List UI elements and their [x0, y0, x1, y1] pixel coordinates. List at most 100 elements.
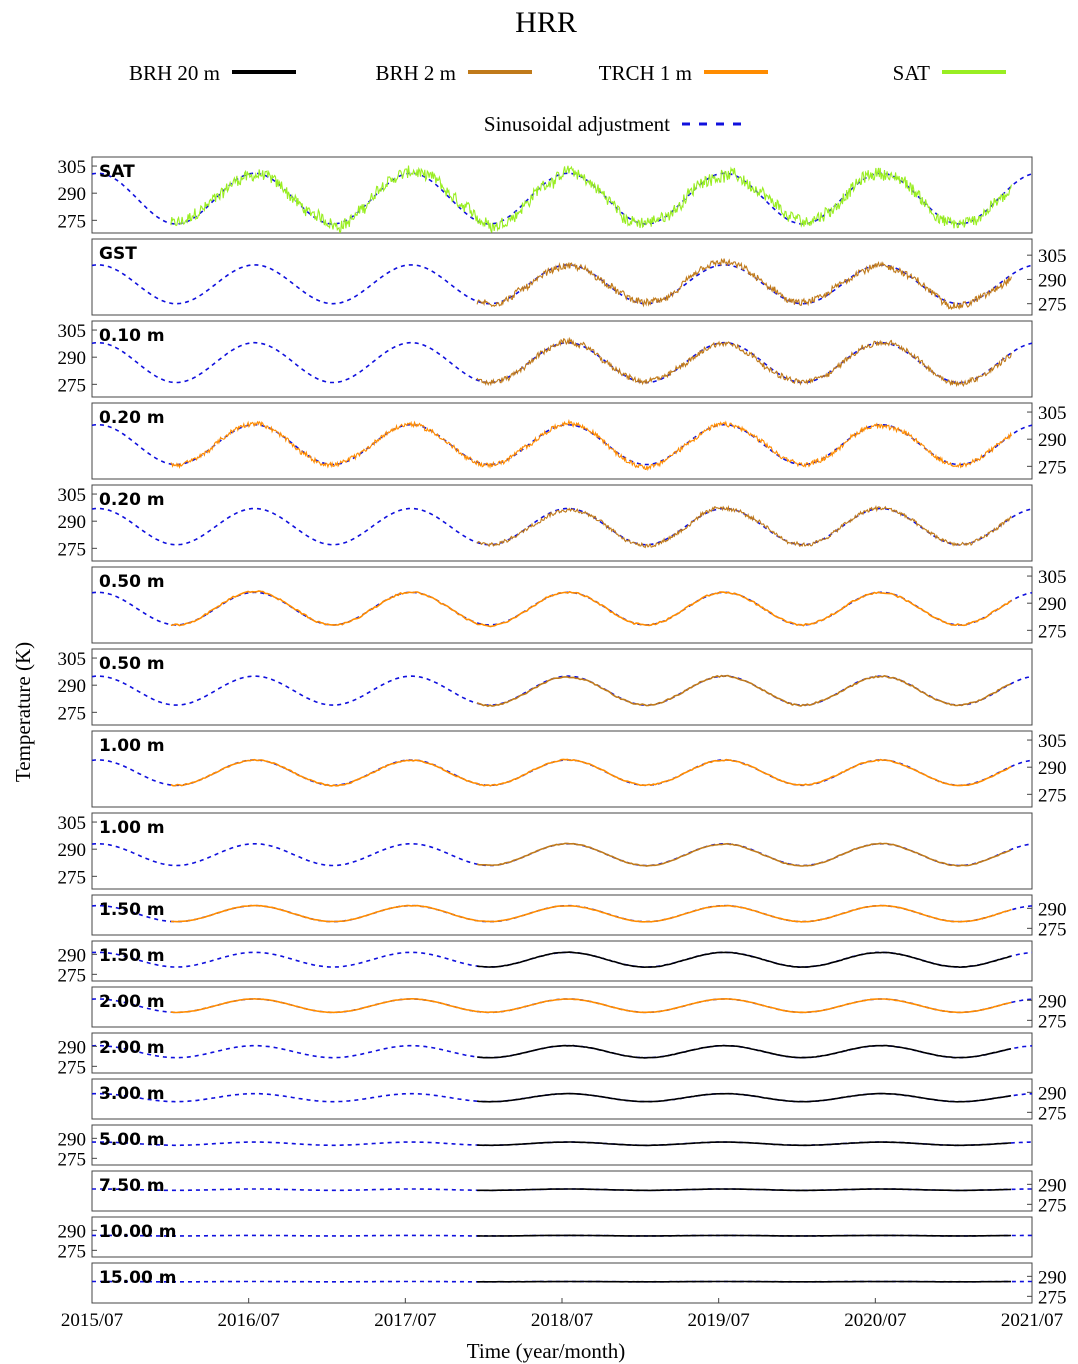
panel-label: 1.50 m [99, 946, 165, 966]
y-tick-label: 290 [58, 184, 87, 205]
panel-frame [91, 1078, 1033, 1120]
panel-label: SAT [99, 162, 135, 182]
series-line [477, 951, 1012, 969]
panel-frame [91, 812, 1033, 890]
y-tick-label: 275 [1038, 1195, 1067, 1216]
panel-label: 5.00 m [99, 1130, 165, 1150]
y-tick-label: 275 [58, 211, 87, 232]
y-tick-label: 290 [1038, 991, 1067, 1012]
y-tick-label: 275 [1038, 621, 1067, 642]
panel-7: 0.50 m 275 290 305 [58, 648, 1033, 726]
panel-label: 2.00 m [99, 1038, 165, 1058]
y-tick-label: 305 [58, 649, 87, 670]
panel-label: 15.00 m [99, 1268, 176, 1288]
x-tick-label: 2020/07 [844, 1310, 906, 1331]
y-tick-label: 305 [58, 813, 87, 834]
y-tick-label: 290 [1038, 270, 1067, 291]
series-line [170, 758, 1012, 787]
y-axis-label: Temperature (K) [11, 642, 35, 782]
legend: BRH 20 m BRH 2 m TRCH 1 m SAT Sinusoidal… [129, 61, 1006, 136]
panel-label: 0.20 m [99, 408, 165, 428]
panel-label: 2.00 m [99, 992, 165, 1012]
panel-frame [91, 566, 1033, 644]
y-tick-label: 305 [1038, 246, 1067, 267]
legend-label-trch1: TRCH 1 m [599, 61, 692, 85]
y-tick-label: 290 [1038, 1267, 1067, 1288]
y-tick-label: 275 [58, 1149, 87, 1170]
series-line [476, 1044, 1012, 1059]
panel-label: 0.20 m [99, 490, 165, 510]
sinusoidal-line [92, 341, 1032, 384]
y-tick-label: 275 [1038, 457, 1067, 478]
y-tick-label: 305 [58, 321, 87, 342]
x-axis-label: Time (year/month) [467, 1339, 625, 1363]
y-tick-label: 290 [58, 840, 87, 861]
y-tick-label: 290 [1038, 899, 1067, 920]
y-tick-label: 275 [1038, 919, 1067, 940]
y-tick-label: 290 [1038, 1083, 1067, 1104]
panel-label: 1.00 m [99, 736, 165, 756]
y-tick-label: 275 [58, 703, 87, 724]
x-axis: 2015/07 2016/07 2017/07 2018/07 2019/07 2020/… [61, 1298, 1063, 1331]
legend-label-brh20: BRH 20 m [129, 61, 220, 85]
panel-label: 0.50 m [99, 572, 165, 592]
panel-frame [91, 648, 1033, 726]
panel-8: 1.00 m 275 290 305 [91, 730, 1067, 808]
x-tick-label: 2018/07 [531, 1310, 593, 1331]
series-line [476, 674, 1012, 708]
y-tick-label: 275 [1038, 1103, 1067, 1124]
y-tick-label: 290 [58, 945, 87, 966]
panel-frame [91, 484, 1033, 562]
panel-frame [91, 1124, 1033, 1166]
panel-3: 0.10 m 275 290 305 [58, 320, 1033, 398]
x-tick-label: 2016/07 [218, 1310, 280, 1331]
y-tick-label: 290 [58, 1129, 87, 1150]
panel-frame [91, 1216, 1033, 1258]
y-tick-label: 275 [1038, 1287, 1067, 1308]
panel-label: 0.10 m [99, 326, 165, 346]
series-line [170, 165, 1012, 233]
panel-6: 0.50 m 275 290 305 [91, 566, 1067, 644]
panel-label: 10.00 m [99, 1222, 176, 1242]
panel-4: 0.20 m 275 290 305 [91, 402, 1067, 480]
y-tick-label: 290 [1038, 1175, 1067, 1196]
series-line [477, 1188, 1012, 1192]
y-tick-label: 290 [58, 1037, 87, 1058]
series-line [170, 904, 1012, 923]
x-tick-label: 2017/07 [374, 1310, 436, 1331]
panel-label: 1.50 m [99, 900, 165, 920]
x-tick-label: 2015/07 [61, 1310, 123, 1331]
series-line [477, 1141, 1011, 1147]
panel-label: 3.00 m [99, 1084, 165, 1104]
legend-label-brh2: BRH 2 m [375, 61, 456, 85]
y-tick-label: 290 [1038, 758, 1067, 779]
panel-frame [91, 730, 1033, 808]
series-line [476, 257, 1012, 311]
panel-frame [91, 320, 1033, 398]
panel-1: SAT 275 290 305 [58, 156, 1033, 234]
panel-frame [91, 156, 1033, 234]
panel-frame [91, 402, 1033, 480]
panel-frame [91, 940, 1033, 982]
series-line [170, 997, 1012, 1014]
panel-frame [91, 1032, 1033, 1074]
y-tick-label: 275 [58, 867, 87, 888]
series-line [170, 590, 1012, 628]
y-tick-label: 305 [1038, 731, 1067, 752]
y-tick-label: 275 [58, 375, 87, 396]
y-tick-label: 275 [58, 1241, 87, 1262]
panel-frame [91, 1170, 1033, 1212]
series-line [476, 336, 1012, 388]
y-tick-label: 290 [58, 1221, 87, 1242]
panel-label: GST [99, 244, 137, 264]
panel-label: 1.00 m [99, 818, 165, 838]
